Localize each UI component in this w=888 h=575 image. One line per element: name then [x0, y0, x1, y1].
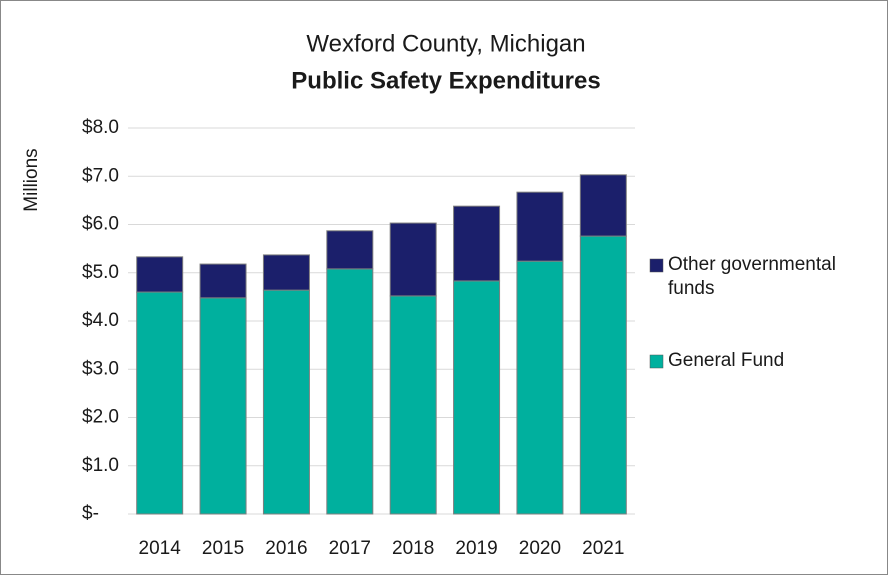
- x-tick-label: 2016: [265, 538, 307, 559]
- x-tick-label: 2018: [392, 538, 434, 559]
- y-tick-label: $8.0: [82, 117, 119, 138]
- bar-segment: [136, 291, 184, 515]
- bar-segment: [326, 268, 374, 515]
- x-tick-label: 2019: [455, 538, 497, 559]
- chart-title: Wexford County, Michigan: [306, 30, 585, 57]
- x-tick-label: 2015: [202, 538, 244, 559]
- y-tick-label: $5.0: [82, 262, 119, 283]
- bar-segment: [516, 260, 564, 515]
- x-tick-label: 2017: [329, 538, 371, 559]
- bar-segment: [262, 289, 310, 515]
- bar-segment: [262, 254, 310, 291]
- x-tick-label: 2020: [519, 538, 561, 559]
- legend-swatch: [649, 354, 664, 369]
- legend-label: Other governmental funds: [668, 254, 836, 299]
- y-tick-label: $4.0: [82, 310, 119, 331]
- legend-swatch: [649, 258, 664, 273]
- bar-segment: [136, 256, 184, 293]
- bar-segment: [516, 191, 564, 262]
- bar-segment: [199, 263, 247, 299]
- y-tick-label: $2.0: [82, 407, 119, 428]
- y-axis-label: Millions: [21, 148, 42, 211]
- y-tick-label: $3.0: [82, 358, 119, 379]
- x-tick-label: 2021: [582, 538, 624, 559]
- bar-segment: [199, 297, 247, 515]
- bar-segment: [389, 295, 437, 515]
- chart-subtitle: Public Safety Expenditures: [291, 67, 600, 94]
- bar-segment: [579, 235, 627, 515]
- bar-segment: [326, 230, 374, 270]
- y-tick-label: $6.0: [82, 214, 119, 235]
- bar-segment: [389, 222, 437, 297]
- bar-segment: [579, 174, 627, 237]
- y-tick-label: $7.0: [82, 165, 119, 186]
- bar-segment: [453, 280, 501, 515]
- x-tick-label: 2014: [139, 538, 182, 559]
- bar-segment: [453, 205, 501, 282]
- legend-label: General Fund: [668, 350, 785, 371]
- y-tick-label: $-: [82, 503, 99, 524]
- y-tick-label: $1.0: [82, 455, 119, 476]
